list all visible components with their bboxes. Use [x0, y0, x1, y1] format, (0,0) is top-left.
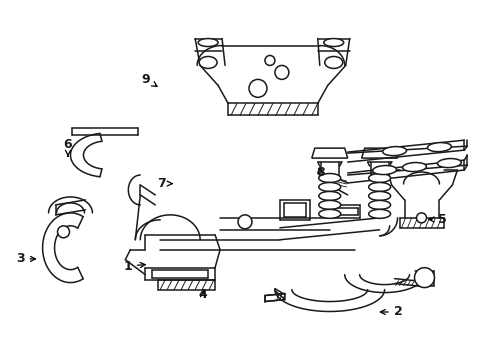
- Text: 6: 6: [63, 138, 72, 156]
- Text: 4: 4: [198, 288, 207, 301]
- Circle shape: [414, 268, 433, 288]
- Ellipse shape: [198, 39, 218, 46]
- Circle shape: [248, 80, 266, 97]
- Text: 9: 9: [142, 73, 157, 86]
- Ellipse shape: [368, 201, 390, 210]
- Circle shape: [58, 226, 69, 238]
- Text: 1: 1: [123, 260, 145, 273]
- Polygon shape: [264, 293, 285, 302]
- Ellipse shape: [368, 183, 390, 192]
- Ellipse shape: [368, 174, 390, 183]
- Ellipse shape: [368, 210, 390, 219]
- Ellipse shape: [318, 210, 340, 219]
- Polygon shape: [158, 280, 215, 289]
- Ellipse shape: [382, 147, 406, 156]
- Ellipse shape: [318, 183, 340, 192]
- Ellipse shape: [427, 143, 450, 152]
- Ellipse shape: [318, 192, 340, 201]
- Ellipse shape: [368, 192, 390, 201]
- Text: 7: 7: [157, 177, 172, 190]
- Ellipse shape: [199, 57, 217, 68]
- Ellipse shape: [323, 39, 343, 46]
- Polygon shape: [311, 148, 347, 158]
- Text: 8: 8: [315, 166, 324, 179]
- Text: 2: 2: [380, 306, 402, 319]
- Circle shape: [416, 213, 426, 223]
- Text: 5: 5: [428, 213, 446, 226]
- Polygon shape: [361, 148, 397, 158]
- Ellipse shape: [318, 201, 340, 210]
- Ellipse shape: [318, 174, 340, 183]
- Ellipse shape: [437, 158, 460, 168]
- Ellipse shape: [372, 166, 396, 175]
- Ellipse shape: [402, 162, 426, 172]
- Circle shape: [238, 215, 251, 229]
- Ellipse shape: [324, 57, 342, 68]
- Circle shape: [264, 55, 274, 66]
- Circle shape: [274, 66, 288, 80]
- Text: 3: 3: [16, 252, 36, 265]
